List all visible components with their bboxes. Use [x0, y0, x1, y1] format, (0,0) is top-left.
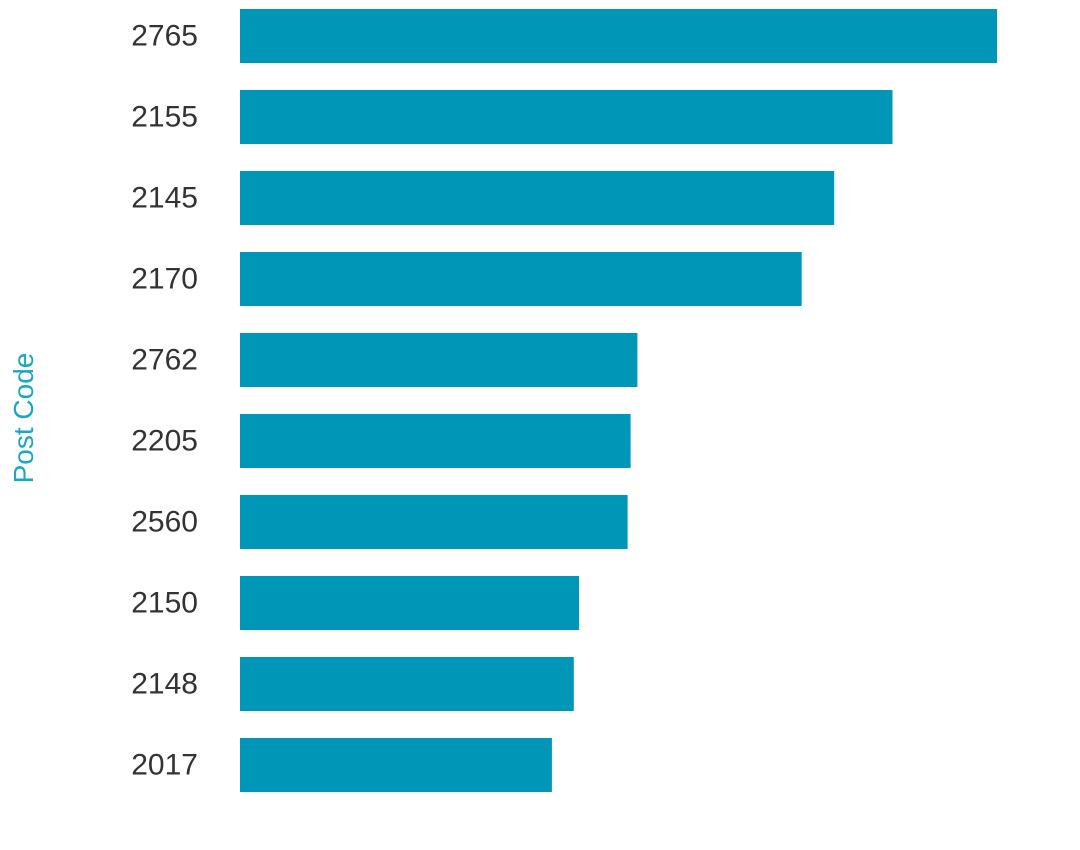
- category-label-2150: 2150: [131, 587, 198, 620]
- category-label-2765: 2765: [131, 20, 198, 53]
- tick-labels-group: 2765 2155 2145 2170 2762 2205 2560 2150 2148 2017: [131, 20, 198, 782]
- bar-2765: [240, 9, 997, 63]
- category-label-2205: 2205: [131, 425, 198, 458]
- category-label-2155: 2155: [131, 101, 198, 134]
- bar-2762: [240, 333, 638, 387]
- category-label-2017: 2017: [131, 749, 198, 782]
- bar-2148: [240, 657, 574, 711]
- category-label-2170: 2170: [131, 263, 198, 296]
- bar-2145: [240, 171, 835, 225]
- bar-2017: [240, 738, 552, 792]
- category-label-2762: 2762: [131, 344, 198, 377]
- bar-2150: [240, 576, 580, 630]
- category-label-2148: 2148: [131, 668, 198, 701]
- category-label-2560: 2560: [131, 506, 198, 539]
- bar-2170: [240, 252, 802, 306]
- category-label-2145: 2145: [131, 182, 198, 215]
- bars-group: [240, 9, 997, 792]
- y-axis-label: Post Code: [8, 353, 39, 484]
- bar-2155: [240, 90, 893, 144]
- bar-2560: [240, 495, 628, 549]
- bar-2205: [240, 414, 631, 468]
